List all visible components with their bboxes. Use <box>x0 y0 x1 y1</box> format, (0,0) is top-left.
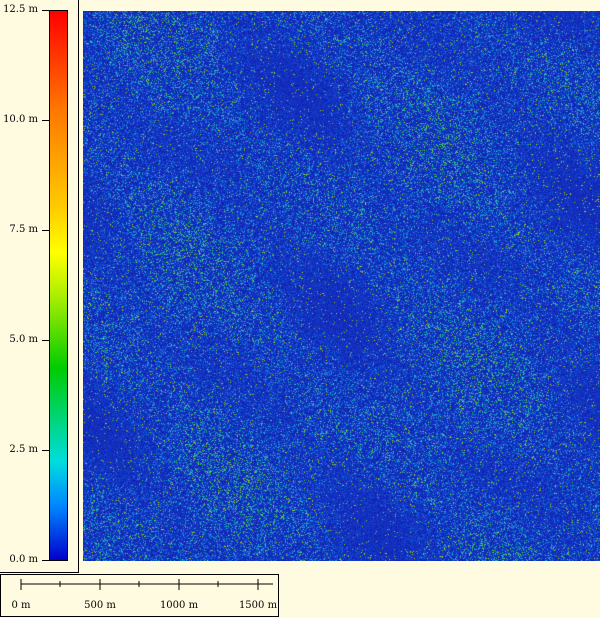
legend-label: 2.5 m <box>9 444 38 455</box>
elevation-map[interactable] <box>83 11 600 561</box>
colorbar-tick <box>42 120 49 121</box>
scale-label-0: 0 m <box>11 600 31 611</box>
legend-label-min: 0.0 m <box>9 554 38 565</box>
legend-label-max: 12.5 m <box>3 4 38 15</box>
scale-label-500: 500 m <box>84 600 116 611</box>
legend-label: 5.0 m <box>9 334 38 345</box>
colorbar-tick <box>42 450 49 451</box>
colorbar-tick <box>42 560 49 561</box>
scale-bar: 0 m 500 m 1000 m 1500 m <box>0 574 279 617</box>
scale-label-1000: 1000 m <box>159 600 199 611</box>
colorbar-tick <box>42 230 49 231</box>
color-legend: 12.5 m 10.0 m 7.5 m 5.0 m 2.5 m 0.0 m <box>0 0 79 573</box>
colorbar <box>49 10 68 561</box>
elevation-raster[interactable] <box>83 11 600 561</box>
colorbar-tick <box>42 10 49 11</box>
scale-label-1500: 1500 m <box>238 600 278 611</box>
colorbar-tick <box>42 340 49 341</box>
legend-label: 7.5 m <box>9 224 38 235</box>
legend-label: 10.0 m <box>3 114 38 125</box>
scale-bar-graphic <box>20 579 273 590</box>
